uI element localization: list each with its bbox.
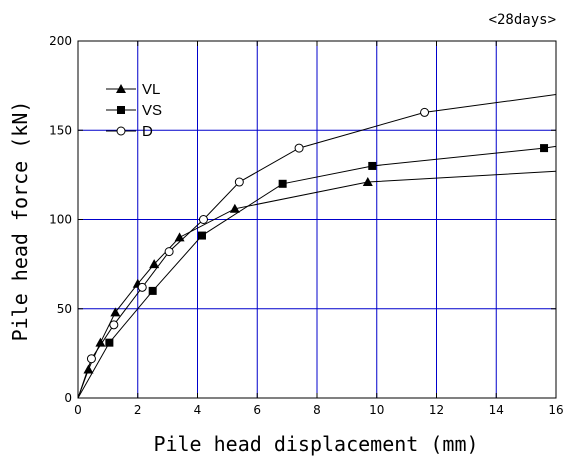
- data-point-vs: [278, 179, 287, 188]
- x-tick-label: 6: [253, 403, 261, 417]
- legend: VL VS D: [106, 81, 162, 140]
- data-point-vs: [368, 161, 377, 170]
- axis-ticks: 0 2 4 6 8 10 12 14 16 0 50 100 150 200: [49, 34, 564, 417]
- data-point-vs: [148, 286, 157, 295]
- data-point-vl: [149, 259, 160, 269]
- series-line-vs: [78, 145, 556, 398]
- legend-label-vs: VS: [142, 102, 162, 119]
- y-tick-label: 200: [49, 34, 72, 48]
- data-point-vs: [197, 231, 206, 240]
- grid-lines: [78, 41, 556, 398]
- y-tick-label: 100: [49, 213, 72, 227]
- data-point-d: [86, 354, 96, 364]
- x-tick-label: 4: [194, 403, 202, 417]
- x-tick-label: 10: [369, 403, 384, 417]
- y-axis-label: Pile head force (kN): [8, 101, 32, 342]
- legend-label-vl: VL: [142, 81, 160, 98]
- legend-marker-d: [116, 126, 126, 136]
- data-point-vs: [105, 338, 114, 347]
- x-tick-label: 14: [489, 403, 504, 417]
- data-point-vl: [229, 203, 240, 213]
- y-tick-label: 150: [49, 123, 72, 137]
- legend-marker-vs: [117, 106, 125, 114]
- data-point-d: [109, 320, 119, 330]
- chart-annotation: <28days>: [489, 12, 556, 28]
- data-point-vl: [110, 307, 121, 317]
- series-d: [78, 94, 556, 398]
- data-point-vs: [540, 144, 549, 153]
- legend-marker-vl: [116, 84, 126, 93]
- series-line-d: [78, 94, 556, 398]
- data-point-d: [137, 282, 147, 292]
- x-tick-label: 0: [74, 403, 82, 417]
- x-axis-label: Pile head displacement (mm): [153, 432, 478, 456]
- data-point-d: [234, 177, 244, 187]
- series-vs: [78, 144, 556, 398]
- x-tick-label: 12: [429, 403, 444, 417]
- y-tick-label: 50: [57, 302, 72, 316]
- data-point-d: [294, 143, 304, 153]
- data-point-vl: [362, 177, 373, 187]
- data-point-d: [198, 215, 208, 224]
- data-point-d: [420, 107, 430, 117]
- y-tick-label: 0: [64, 391, 72, 405]
- series-layer: [78, 94, 556, 398]
- data-point-d: [164, 247, 174, 257]
- x-tick-label: 2: [134, 403, 142, 417]
- x-tick-label: 16: [548, 403, 563, 417]
- legend-label-d: D: [142, 123, 153, 140]
- x-tick-label: 8: [313, 403, 321, 417]
- data-point-vl: [95, 337, 106, 347]
